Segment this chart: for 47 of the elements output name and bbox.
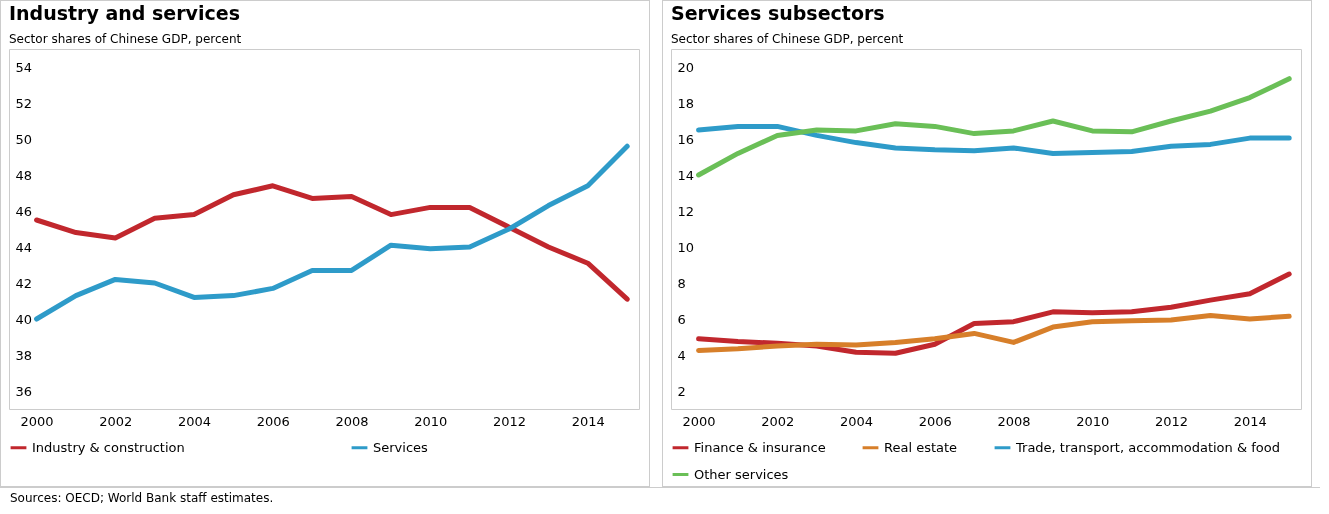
y-tick-label: 46 <box>15 203 33 219</box>
x-tick-label: 2000 <box>682 413 716 429</box>
y-tick-label: 10 <box>677 239 695 255</box>
x-tick-label: 2002 <box>99 413 133 429</box>
chart-title: Industry and services <box>9 2 240 24</box>
x-tick-label: 2002 <box>761 413 795 429</box>
chart-title: Services subsectors <box>671 2 885 24</box>
legend-label: Trade, transport, accommodation & food <box>1015 439 1280 455</box>
x-tick-label: 2014 <box>1233 413 1267 429</box>
y-tick-label: 42 <box>15 275 33 291</box>
y-tick-label: 48 <box>15 167 33 183</box>
y-tick-label: 6 <box>677 311 686 327</box>
x-tick-label: 2010 <box>1076 413 1110 429</box>
y-tick-label: 4 <box>677 347 686 363</box>
legend-label: Finance & insurance <box>694 439 826 455</box>
chart-subtitle: Sector shares of Chinese GDP, percent <box>9 32 242 46</box>
y-tick-label: 2 <box>677 383 686 399</box>
y-tick-label: 50 <box>15 131 33 147</box>
y-tick-label: 14 <box>677 167 695 183</box>
legend-label: Services <box>373 439 429 455</box>
source-note: Sources: OECD; World Bank staff estimates. <box>0 487 1320 508</box>
x-tick-label: 2012 <box>1155 413 1189 429</box>
legend-label: Other services <box>694 466 789 482</box>
chart-subtitle: Sector shares of Chinese GDP, percent <box>671 32 904 46</box>
y-tick-label: 8 <box>677 275 686 291</box>
y-tick-label: 36 <box>15 383 33 399</box>
x-tick-label: 2000 <box>20 413 54 429</box>
x-tick-label: 2014 <box>571 413 605 429</box>
legend-label: Industry & construction <box>32 439 185 455</box>
y-tick-label: 18 <box>677 95 695 111</box>
x-tick-label: 2008 <box>335 413 369 429</box>
y-tick-label: 12 <box>677 203 695 219</box>
y-tick-label: 40 <box>15 311 33 327</box>
y-tick-label: 38 <box>15 347 33 363</box>
y-tick-label: 54 <box>15 59 33 75</box>
y-tick-label: 44 <box>15 239 33 255</box>
x-tick-label: 2008 <box>997 413 1031 429</box>
y-tick-label: 16 <box>677 131 695 147</box>
y-tick-label: 52 <box>15 95 33 111</box>
x-tick-label: 2006 <box>256 413 290 429</box>
x-tick-label: 2010 <box>414 413 448 429</box>
x-tick-label: 2004 <box>840 413 874 429</box>
x-tick-label: 2006 <box>918 413 952 429</box>
x-tick-label: 2004 <box>178 413 212 429</box>
legend-label: Real estate <box>884 439 958 455</box>
x-tick-label: 2012 <box>493 413 527 429</box>
y-tick-label: 20 <box>677 59 695 75</box>
